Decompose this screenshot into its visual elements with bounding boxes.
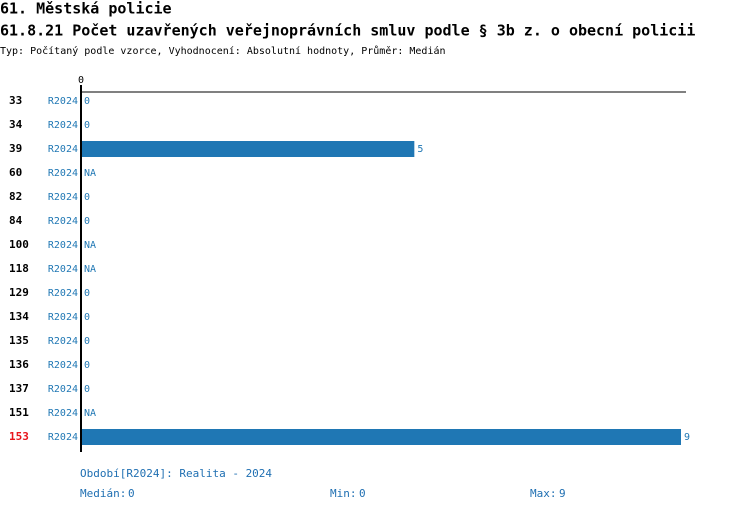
value-label: NA <box>84 264 96 275</box>
category-label: 151 <box>9 406 29 419</box>
value-label: 0 <box>84 384 90 395</box>
series-label: R2024 <box>48 96 78 107</box>
series-label: R2024 <box>48 264 78 275</box>
series-label: R2024 <box>48 288 78 299</box>
median-label: Medián: <box>80 487 126 500</box>
chart-description: Typ: Počítaný podle vzorce, Vyhodnocení:… <box>0 45 446 57</box>
value-label: 0 <box>84 360 90 371</box>
value-label: 5 <box>417 144 423 155</box>
series-label: R2024 <box>48 360 78 371</box>
series-label: R2024 <box>48 192 78 203</box>
chart-title: 61.8.21 Počet uzavřených veřejnoprávních… <box>0 22 695 40</box>
category-label: 34 <box>9 118 23 131</box>
min-label: Min: <box>330 487 357 500</box>
bar <box>81 429 681 445</box>
series-label: R2024 <box>48 216 78 227</box>
value-label: NA <box>84 240 96 251</box>
value-label: 0 <box>84 336 90 347</box>
category-label: 84 <box>9 214 23 227</box>
max-label: Max: <box>530 487 557 500</box>
category-label: 118 <box>9 262 29 275</box>
series-label: R2024 <box>48 408 78 419</box>
period-note: Období[R2024]: Realita - 2024 <box>80 467 272 480</box>
category-label: 33 <box>9 94 22 107</box>
value-label: 0 <box>84 192 90 203</box>
value-label: 9 <box>684 432 690 443</box>
category-label: 82 <box>9 190 22 203</box>
category-label: 60 <box>9 166 22 179</box>
series-label: R2024 <box>48 312 78 323</box>
value-label: 0 <box>84 120 90 131</box>
category-label: 39 <box>9 142 22 155</box>
series-label: R2024 <box>48 384 78 395</box>
value-label: 0 <box>84 96 90 107</box>
series-label: R2024 <box>48 144 78 155</box>
bar <box>81 141 415 157</box>
category-label: 137 <box>9 382 29 395</box>
page-title: 61. Městská policie <box>0 0 172 18</box>
category-label: 153 <box>9 430 29 443</box>
category-label: 134 <box>9 310 29 323</box>
series-label: R2024 <box>48 120 78 131</box>
x-tick-label: 0 <box>78 75 84 86</box>
category-label: 129 <box>9 286 29 299</box>
category-label: 100 <box>9 238 29 251</box>
value-label: 0 <box>84 312 90 323</box>
value-label: 0 <box>84 288 90 299</box>
max-value: 9 <box>559 487 566 500</box>
value-label: 0 <box>84 216 90 227</box>
min-value: 0 <box>359 487 366 500</box>
series-label: R2024 <box>48 336 78 347</box>
category-label: 135 <box>9 334 29 347</box>
median-value: 0 <box>128 487 135 500</box>
value-label: NA <box>84 408 96 419</box>
series-label: R2024 <box>48 432 78 443</box>
series-label: R2024 <box>48 240 78 251</box>
value-label: NA <box>84 168 96 179</box>
series-label: R2024 <box>48 168 78 179</box>
category-label: 136 <box>9 358 29 371</box>
